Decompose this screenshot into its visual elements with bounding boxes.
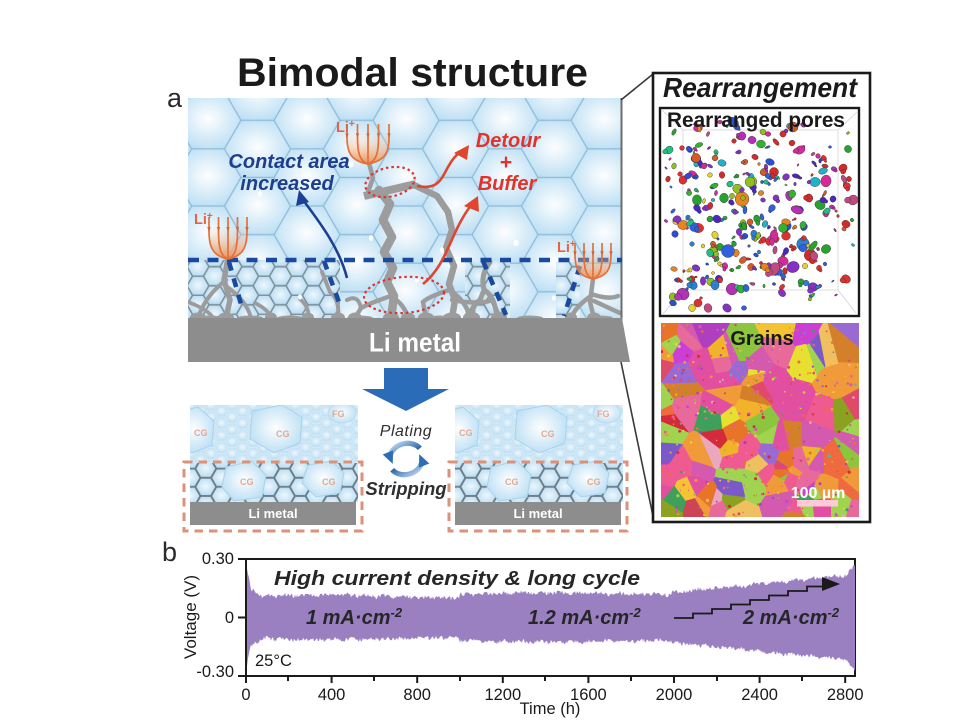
svg-text:Rearrangement: Rearrangement: [663, 72, 859, 103]
svg-text:Rearranged pores: Rearranged pores: [667, 109, 845, 132]
svg-text:Contact area: Contact area: [228, 151, 349, 173]
svg-text:1200: 1200: [484, 686, 521, 704]
svg-text:0: 0: [225, 609, 234, 627]
svg-text:1.2 mA·cm-2: 1.2 mA·cm-2: [528, 605, 641, 629]
svg-text:+: +: [500, 151, 512, 174]
svg-text:b: b: [162, 537, 177, 567]
svg-text:2800: 2800: [827, 686, 864, 704]
svg-text:2000: 2000: [656, 686, 693, 704]
svg-text:CG: CG: [541, 429, 555, 439]
svg-text:Li metal: Li metal: [248, 506, 297, 521]
svg-text:100 µm: 100 µm: [791, 485, 846, 502]
svg-text:Stripping: Stripping: [365, 478, 446, 499]
svg-text:CG: CG: [240, 477, 254, 487]
svg-text:1600: 1600: [570, 686, 607, 704]
svg-text:-0.30: -0.30: [196, 663, 234, 681]
svg-text:CG: CG: [194, 428, 208, 438]
svg-text:2 mA·cm-2: 2 mA·cm-2: [742, 605, 840, 629]
svg-text:1 mA·cm-2: 1 mA·cm-2: [306, 605, 403, 629]
svg-text:Detour: Detour: [476, 130, 542, 152]
svg-text:CG: CG: [459, 428, 473, 438]
svg-text:Plating: Plating: [380, 423, 432, 440]
svg-text:CG: CG: [322, 477, 336, 487]
svg-text:CG: CG: [587, 477, 601, 487]
svg-text:800: 800: [403, 686, 431, 704]
svg-text:0: 0: [241, 686, 250, 704]
svg-text:Bimodal structure: Bimodal structure: [237, 51, 588, 95]
svg-text:Buffer: Buffer: [478, 173, 538, 195]
svg-text:25°C: 25°C: [255, 652, 292, 670]
svg-text:Li metal: Li metal: [513, 506, 562, 521]
svg-text:High current density & long cy: High current density & long cycle: [274, 568, 640, 590]
svg-text:FG: FG: [597, 409, 610, 419]
svg-text:Li metal: Li metal: [369, 328, 461, 358]
svg-text:Time (h): Time (h): [520, 700, 581, 718]
svg-text:Voltage (V): Voltage (V): [181, 575, 200, 659]
svg-text:CG: CG: [505, 477, 519, 487]
svg-text:2400: 2400: [741, 686, 778, 704]
svg-text:CG: CG: [276, 429, 290, 439]
svg-text:0.30: 0.30: [202, 550, 234, 568]
svg-text:400: 400: [318, 686, 346, 704]
svg-text:increased: increased: [240, 173, 334, 195]
svg-text:Grains: Grains: [730, 328, 793, 350]
svg-text:FG: FG: [332, 409, 345, 419]
svg-text:a: a: [167, 83, 183, 113]
